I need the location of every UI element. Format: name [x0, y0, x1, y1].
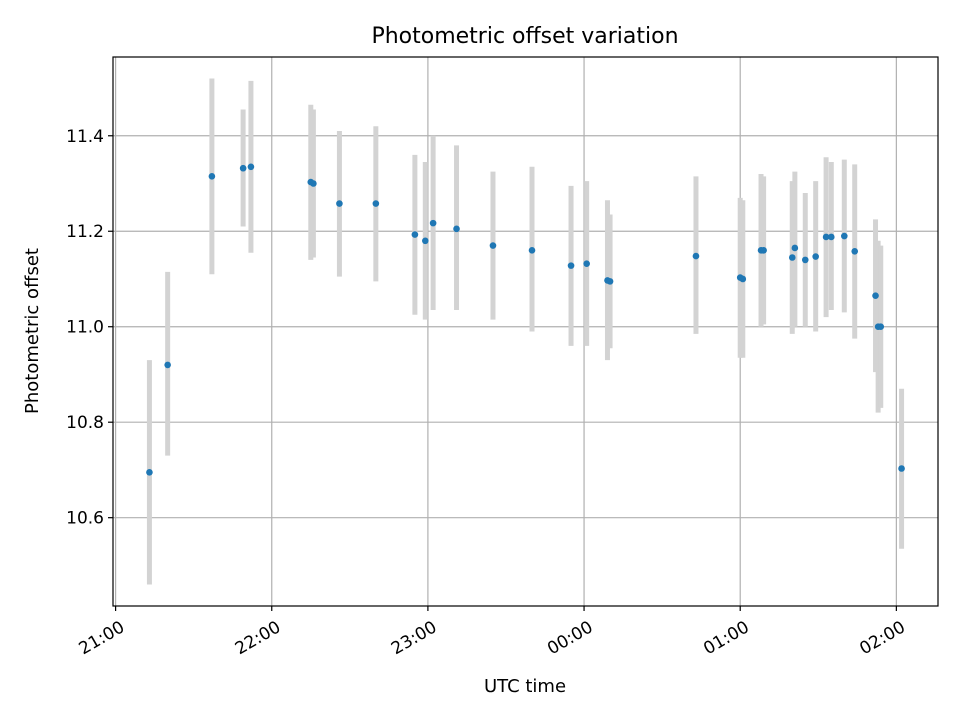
y-tick-label: 11.4: [66, 127, 104, 147]
data-point: [310, 180, 317, 187]
data-point: [788, 254, 796, 261]
plot-frame: [112, 56, 939, 607]
data-point: [164, 361, 171, 369]
data-point: [841, 232, 848, 240]
data-point: [898, 465, 905, 472]
data-point: [760, 247, 767, 254]
data-point: [827, 233, 835, 241]
data-point: [606, 278, 614, 285]
y-tick-label: 10.8: [66, 413, 104, 433]
data-point: [791, 244, 799, 252]
x-axis-label: UTC time: [484, 676, 566, 697]
data-point: [239, 164, 247, 172]
data-point: [822, 233, 830, 241]
data-point: [739, 275, 747, 283]
data-point: [877, 323, 885, 331]
data-point: [411, 231, 419, 238]
data-point: [146, 469, 153, 476]
data-point: [208, 173, 216, 180]
data-point: [872, 292, 879, 299]
y-tick-label: 10.6: [66, 509, 104, 529]
data-point: [336, 200, 343, 207]
data-point: [692, 252, 700, 260]
data-point: [583, 260, 590, 268]
y-axis-label: Photometric offset: [22, 248, 43, 414]
data-point: [567, 262, 575, 269]
data-point: [247, 163, 255, 171]
data-point: [372, 200, 380, 207]
data-point: [429, 219, 437, 227]
data-point: [422, 237, 429, 245]
data-point: [801, 256, 809, 264]
y-tick-label: 11.2: [66, 222, 104, 242]
data-point: [489, 242, 497, 249]
data-point: [528, 247, 536, 254]
data-point: [851, 247, 859, 255]
data-point: [812, 253, 819, 260]
chart-title: Photometric offset variation: [371, 24, 678, 49]
y-tick-label: 11.0: [66, 318, 104, 338]
data-point: [453, 225, 460, 233]
data-points: [146, 163, 905, 476]
y-axis: 10.6 10.8 11.0 11.2 11.4: [66, 127, 113, 529]
